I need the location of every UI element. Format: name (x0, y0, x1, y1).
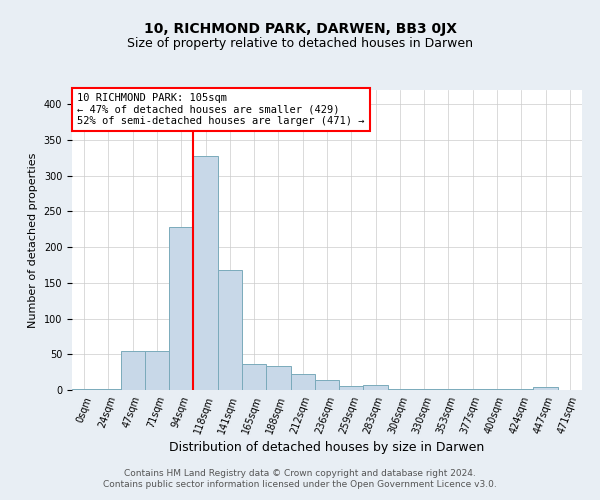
Y-axis label: Number of detached properties: Number of detached properties (28, 152, 38, 328)
Bar (242, 364, 266, 390)
X-axis label: Distribution of detached houses by size in Darwen: Distribution of detached houses by size … (169, 441, 485, 454)
Bar (169, 227, 193, 390)
Bar (533, 387, 558, 390)
Bar (145, 350, 169, 390)
Text: Size of property relative to detached houses in Darwen: Size of property relative to detached ho… (127, 38, 473, 51)
Bar (364, 385, 388, 390)
Bar (72, 388, 96, 390)
Bar (218, 270, 242, 390)
Bar (96, 388, 121, 390)
Bar (412, 388, 436, 390)
Bar (266, 366, 290, 390)
Text: 10, RICHMOND PARK, DARWEN, BB3 0JX: 10, RICHMOND PARK, DARWEN, BB3 0JX (143, 22, 457, 36)
Bar (436, 388, 461, 390)
Bar (121, 350, 145, 390)
Bar (193, 156, 218, 390)
Bar (339, 386, 364, 390)
Text: Contains public sector information licensed under the Open Government Licence v3: Contains public sector information licen… (103, 480, 497, 489)
Text: Contains HM Land Registry data © Crown copyright and database right 2024.: Contains HM Land Registry data © Crown c… (124, 468, 476, 477)
Bar (290, 374, 315, 390)
Bar (388, 388, 412, 390)
Text: 10 RICHMOND PARK: 105sqm
← 47% of detached houses are smaller (429)
52% of semi-: 10 RICHMOND PARK: 105sqm ← 47% of detach… (77, 93, 365, 126)
Bar (315, 380, 339, 390)
